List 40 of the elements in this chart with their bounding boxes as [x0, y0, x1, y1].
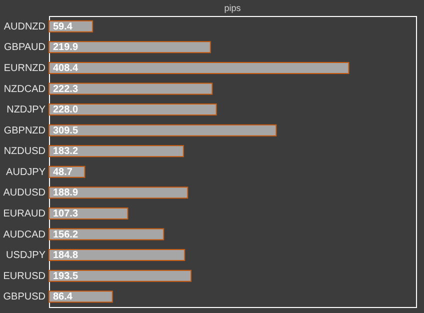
bar [48, 41, 211, 54]
data-label: 48.7 [53, 166, 73, 178]
bar [48, 249, 186, 262]
y-tick-label: GBPAUD [4, 42, 46, 54]
data-label: 188.9 [53, 188, 78, 199]
data-label: 107.3 [53, 208, 78, 220]
y-tick-label: AUDNZD [4, 21, 46, 32]
y-tick-label: NZDCAD [4, 84, 46, 95]
y-tick-label: GBPNZD [4, 125, 46, 136]
y-tick-label: EURNZD [4, 62, 46, 74]
y-tick-label: GBPUSD [3, 292, 46, 303]
bar [48, 228, 164, 240]
y-tick-label: AUDCAD [3, 229, 46, 240]
data-label: 86.4 [53, 292, 73, 303]
chart-title: pips [224, 3, 242, 13]
y-tick-label: EURUSD [3, 270, 46, 282]
y-tick-label: AUDUSD [3, 188, 46, 199]
y-tick-label: USDJPY [6, 250, 46, 262]
bar [48, 124, 277, 136]
data-label: 156.2 [53, 229, 78, 240]
bar [48, 62, 350, 74]
data-label: 309.5 [53, 125, 78, 136]
data-label: 228.0 [53, 104, 78, 116]
bar [48, 82, 213, 95]
bar [48, 270, 192, 282]
data-label: 59.4 [53, 21, 73, 32]
bar [48, 207, 128, 220]
bar [48, 186, 188, 199]
y-tick-label: NZDUSD [4, 146, 46, 158]
y-tick-label: NZDJPY [6, 104, 46, 116]
data-label: 222.3 [53, 84, 78, 95]
data-label: 408.4 [53, 62, 78, 74]
y-tick-label: AUDJPY [6, 166, 46, 178]
data-label: 193.5 [53, 270, 78, 282]
data-label: 184.8 [53, 250, 78, 262]
data-label: 219.9 [53, 42, 78, 54]
bar [48, 104, 217, 116]
bar [48, 145, 184, 158]
data-label: 183.2 [53, 146, 78, 158]
y-tick-label: EURAUD [3, 208, 46, 220]
